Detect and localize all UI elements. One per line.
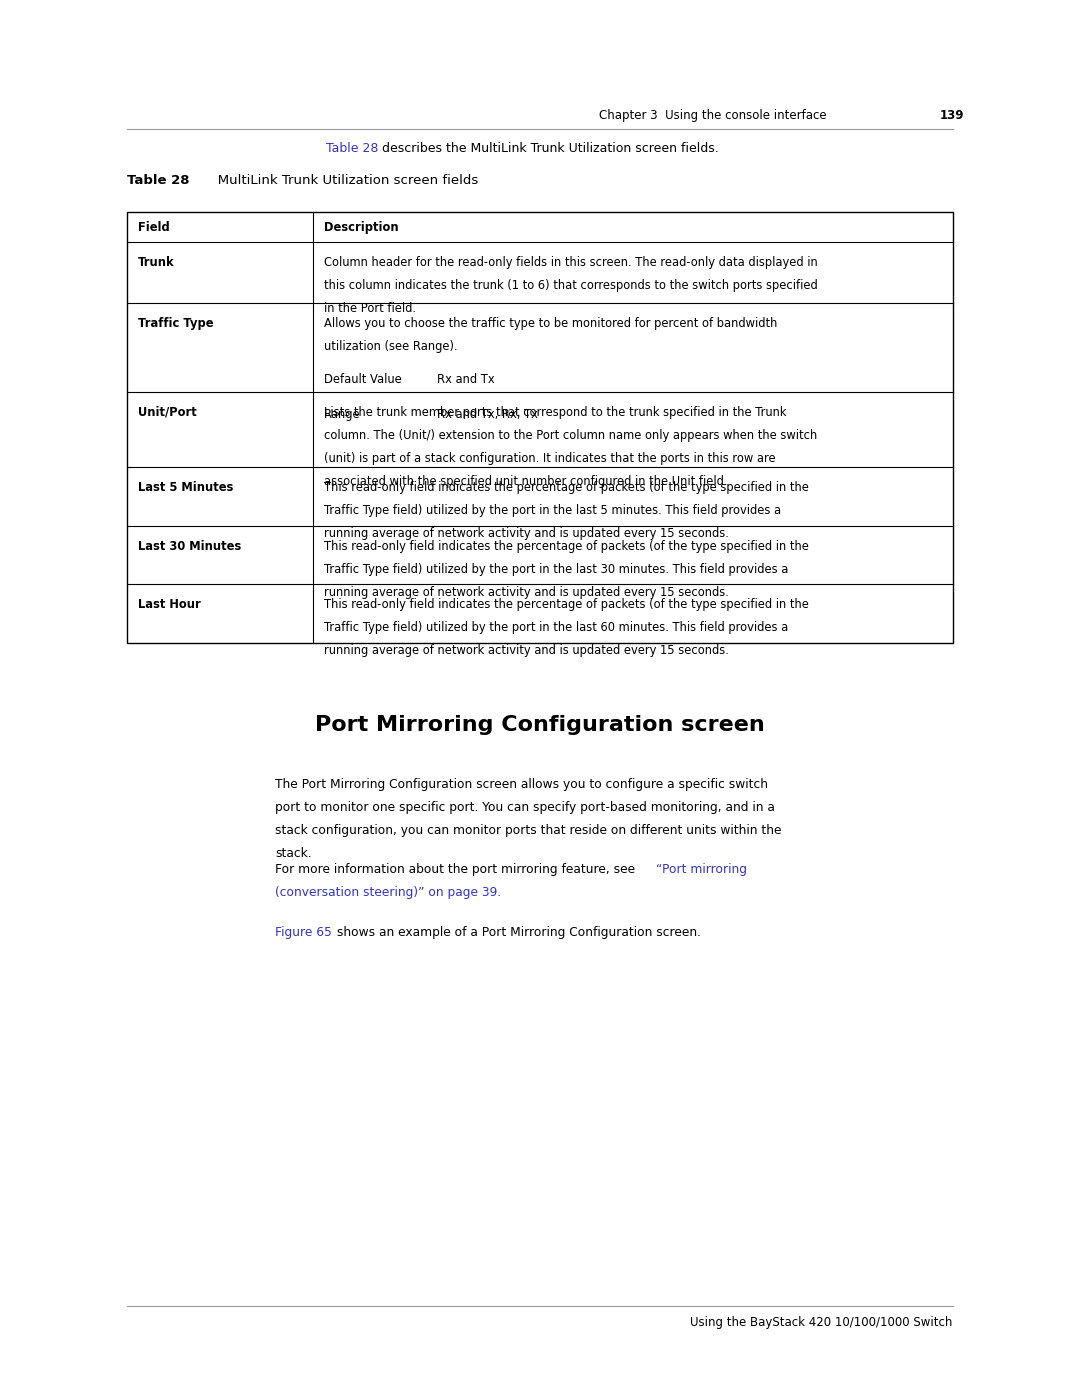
Text: stack configuration, you can monitor ports that reside on different units within: stack configuration, you can monitor por… [275,824,782,837]
Text: Port Mirroring Configuration screen: Port Mirroring Configuration screen [315,715,765,735]
Text: running average of network activity and is updated every 15 seconds.: running average of network activity and … [324,585,729,599]
Text: This read-only field indicates the percentage of packets (of the type specified : This read-only field indicates the perce… [324,598,809,610]
Text: Table 28: Table 28 [127,175,190,187]
Text: describes the MultiLink Trunk Utilization screen fields.: describes the MultiLink Trunk Utilizatio… [378,142,719,155]
Text: associated with the specified unit number configured in the Unit field.: associated with the specified unit numbe… [324,475,728,488]
Text: 139: 139 [940,109,964,122]
Text: Rx and Tx, Rx, Tx: Rx and Tx, Rx, Tx [437,408,538,422]
Text: Traffic Type field) utilized by the port in the last 60 minutes. This field prov: Traffic Type field) utilized by the port… [324,622,788,634]
Text: Rx and Tx: Rx and Tx [437,373,495,386]
Text: running average of network activity and is updated every 15 seconds.: running average of network activity and … [324,644,729,657]
Text: shows an example of a Port Mirroring Configuration screen.: shows an example of a Port Mirroring Con… [334,926,701,939]
Text: MultiLink Trunk Utilization screen fields: MultiLink Trunk Utilization screen field… [205,175,478,187]
Text: Trunk: Trunk [138,256,175,268]
Text: Table 28: Table 28 [326,142,378,155]
Text: stack.: stack. [275,847,312,861]
Text: running average of network activity and is updated every 15 seconds.: running average of network activity and … [324,527,729,541]
Text: “Port mirroring: “Port mirroring [656,863,747,876]
Text: Allows you to choose the traffic type to be monitored for percent of bandwidth: Allows you to choose the traffic type to… [324,317,778,330]
Text: The Port Mirroring Configuration screen allows you to configure a specific switc: The Port Mirroring Configuration screen … [275,778,768,791]
Text: Field: Field [138,221,170,233]
Text: Traffic Type: Traffic Type [138,317,214,330]
Text: Range: Range [324,408,361,422]
Text: in the Port field.: in the Port field. [324,302,416,314]
Text: Last 5 Minutes: Last 5 Minutes [138,481,233,495]
Text: Lists the trunk member ports that correspond to the trunk specified in the Trunk: Lists the trunk member ports that corres… [324,407,786,419]
Bar [127,212,953,643]
Text: port to monitor one specific port. You can specify port-based monitoring, and in: port to monitor one specific port. You c… [275,802,775,814]
Text: Chapter 3  Using the console interface: Chapter 3 Using the console interface [599,109,827,122]
Text: column. The (Unit/) extension to the Port column name only appears when the swit: column. The (Unit/) extension to the Por… [324,429,818,441]
Text: Figure 65: Figure 65 [275,926,333,939]
Text: Traffic Type field) utilized by the port in the last 5 minutes. This field provi: Traffic Type field) utilized by the port… [324,504,781,517]
Text: Description: Description [324,221,399,233]
Text: This read-only field indicates the percentage of packets (of the type specified : This read-only field indicates the perce… [324,539,809,553]
Text: Last Hour: Last Hour [138,598,201,610]
Text: Using the BayStack 420 10/100/1000 Switch: Using the BayStack 420 10/100/1000 Switc… [690,1316,953,1329]
Text: Traffic Type field) utilized by the port in the last 30 minutes. This field prov: Traffic Type field) utilized by the port… [324,563,788,576]
Text: This read-only field indicates the percentage of packets (of the type specified : This read-only field indicates the perce… [324,481,809,495]
Text: Last 30 Minutes: Last 30 Minutes [138,539,242,553]
Text: For more information about the port mirroring feature, see: For more information about the port mirr… [275,863,639,876]
Text: Column header for the read-only fields in this screen. The read-only data displa: Column header for the read-only fields i… [324,256,818,268]
Text: Default Value: Default Value [324,373,402,386]
Text: utilization (see Range).: utilization (see Range). [324,339,458,353]
Text: (unit) is part of a stack configuration. It indicates that the ports in this row: (unit) is part of a stack configuration.… [324,453,775,465]
Text: this column indicates the trunk (1 to 6) that corresponds to the switch ports sp: this column indicates the trunk (1 to 6)… [324,279,818,292]
Text: (conversation steering)” on page 39.: (conversation steering)” on page 39. [275,887,501,900]
Text: Unit/Port: Unit/Port [138,407,197,419]
